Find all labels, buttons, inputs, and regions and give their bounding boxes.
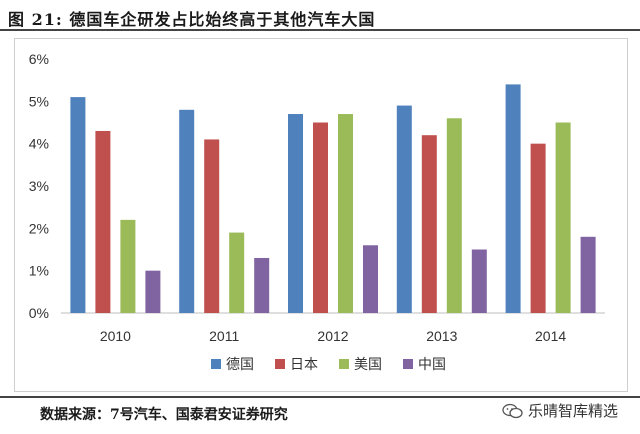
y-tick-label: 2% — [29, 220, 49, 236]
bar-日本-2010 — [95, 130, 111, 313]
y-tick-label: 5% — [29, 93, 49, 109]
bar-中国-2011 — [254, 257, 270, 313]
legend-swatch-日本 — [275, 359, 285, 369]
legend-swatch-德国 — [211, 359, 221, 369]
x-tick-label: 2011 — [209, 328, 239, 344]
title-divider — [0, 29, 640, 31]
bar-中国-2014 — [580, 236, 596, 313]
chart-frame: 0% 1% 2% 3% 4% 5% 6% 2010 2011 2012 2013 2014 德国 日本 美国… — [14, 38, 628, 392]
y-tick-label: 6% — [29, 51, 49, 67]
wechat-icon — [502, 403, 523, 418]
watermark-label: 乐晴智库精选 — [527, 402, 618, 420]
legend-swatch-中国 — [403, 359, 413, 369]
legend-swatch-美国 — [339, 359, 349, 369]
bar-中国-2013 — [471, 249, 487, 313]
x-tick-label: 2010 — [100, 328, 131, 344]
x-tick-label: 2012 — [317, 328, 348, 344]
legend-label-德国: 德国 — [226, 357, 254, 373]
x-tick-label: 2013 — [426, 328, 457, 344]
bar-美国-2011 — [229, 232, 245, 313]
bar-美国-2013 — [446, 118, 462, 314]
bar-德国-2011 — [179, 109, 195, 313]
bar-美国-2014 — [555, 122, 571, 313]
figure-title: 图 21: 德国车企研发占比始终高于其他汽车大国 — [8, 10, 376, 29]
bar-美国-2010 — [120, 219, 136, 313]
y-tick-label: 3% — [29, 178, 49, 194]
y-tick-label: 1% — [29, 263, 49, 279]
bar-德国-2010 — [70, 97, 86, 313]
source-note: 数据来源：7号汽车、国泰君安证券研究 — [40, 407, 288, 423]
bar-日本-2011 — [204, 139, 220, 313]
legend-label-日本: 日本 — [290, 357, 318, 373]
bar-美国-2012 — [338, 114, 353, 314]
x-tick-label: 2014 — [535, 328, 566, 344]
bar-日本-2012 — [313, 122, 328, 313]
footer-divider — [0, 396, 640, 398]
y-tick-label: 4% — [29, 136, 49, 152]
bar-德国-2012 — [288, 114, 303, 314]
legend-label-美国: 美国 — [354, 357, 382, 373]
watermark: 乐晴智库精选 — [502, 400, 618, 421]
bar-日本-2013 — [421, 135, 437, 313]
bar-中国-2010 — [145, 270, 161, 313]
bar-chart: 0% 1% 2% 3% 4% 5% 6% 2010 2011 2012 2013 2014 德国 日本 美国… — [29, 51, 605, 373]
bar-德国-2013 — [396, 105, 412, 313]
bar-日本-2014 — [530, 143, 546, 313]
bar-德国-2014 — [505, 84, 521, 314]
legend-label-中国: 中国 — [418, 357, 446, 373]
bar-中国-2012 — [363, 245, 378, 313]
y-tick-label: 0% — [29, 305, 49, 321]
